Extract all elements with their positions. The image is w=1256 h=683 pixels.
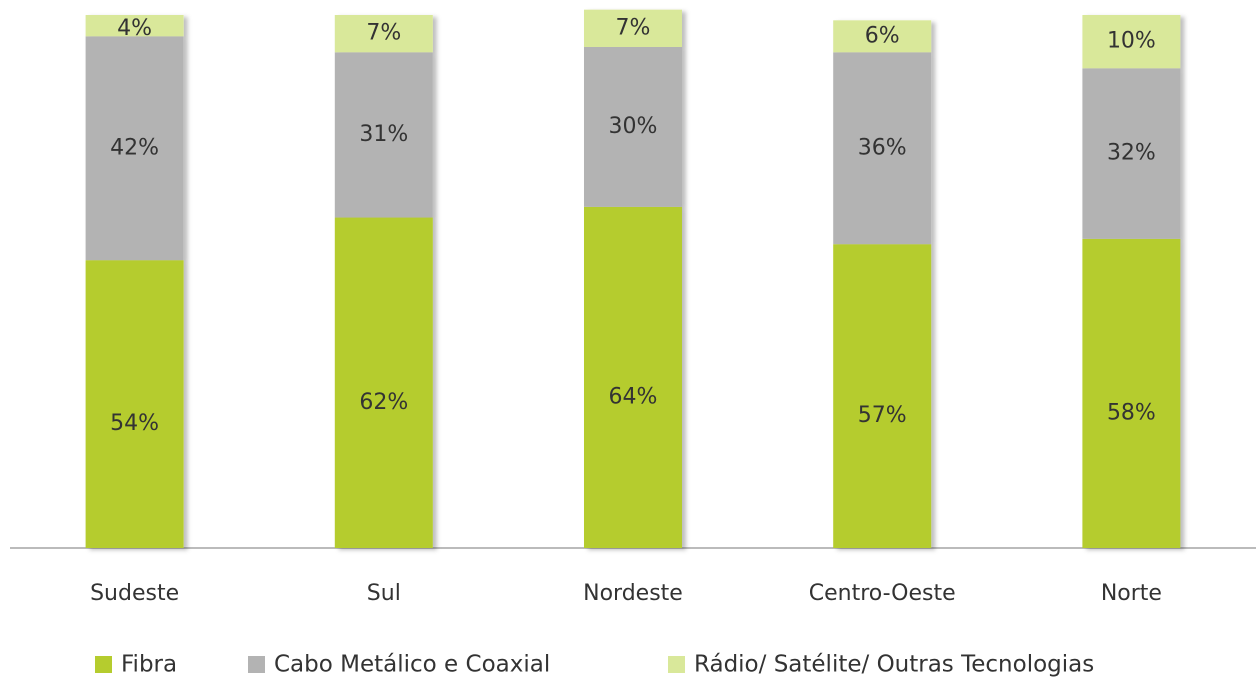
bar-segment <box>85 15 184 37</box>
data-label: 64% <box>609 384 658 409</box>
legend-label: Cabo Metálico e Coaxial <box>274 652 550 678</box>
bar-segment <box>833 20 932 53</box>
bar-segment <box>833 244 932 548</box>
legend-label: Fibra <box>121 652 177 678</box>
data-label: 58% <box>1107 400 1156 425</box>
bar-stack <box>85 15 184 548</box>
legend-swatch <box>95 656 112 673</box>
data-label: 54% <box>110 411 159 436</box>
bar-segment <box>1082 15 1181 69</box>
x-tick-label: Sudeste <box>90 581 179 606</box>
bar-segment <box>1082 238 1181 549</box>
bar-segment <box>1082 68 1181 239</box>
legend-swatch <box>248 656 265 673</box>
x-tick-label: Norte <box>1101 581 1162 606</box>
data-label: 4% <box>117 16 152 41</box>
data-label: 31% <box>359 122 408 147</box>
data-label: 7% <box>616 15 651 40</box>
legend-swatch <box>668 656 685 673</box>
data-label: 36% <box>858 135 907 160</box>
bar-segment <box>334 15 433 53</box>
x-tick-label: Nordeste <box>583 581 683 606</box>
legend-label: Rádio/ Satélite/ Outras Tecnologias <box>694 652 1094 678</box>
bar-segment <box>584 46 682 207</box>
bar-segment <box>85 36 184 261</box>
data-label: 7% <box>366 21 401 46</box>
x-tick-label: Centro-Oeste <box>809 581 956 606</box>
bar-stack <box>334 15 433 549</box>
bar-stack <box>584 9 682 548</box>
bar-segment <box>584 9 682 47</box>
bar-segment <box>85 260 184 548</box>
bar-segment <box>334 52 433 218</box>
data-label: 42% <box>110 135 159 160</box>
data-label: 32% <box>1107 141 1156 166</box>
bar-stack <box>1082 15 1181 549</box>
bar-segment <box>334 217 433 549</box>
bar-segment <box>584 206 682 548</box>
data-label: 6% <box>865 23 900 48</box>
data-label: 30% <box>609 114 658 139</box>
bar-stack <box>833 20 932 548</box>
bar-segment <box>833 52 932 245</box>
x-tick-label: Sul <box>367 581 401 606</box>
data-label: 10% <box>1107 29 1156 54</box>
data-label: 57% <box>858 403 907 428</box>
data-label: 62% <box>359 390 408 415</box>
